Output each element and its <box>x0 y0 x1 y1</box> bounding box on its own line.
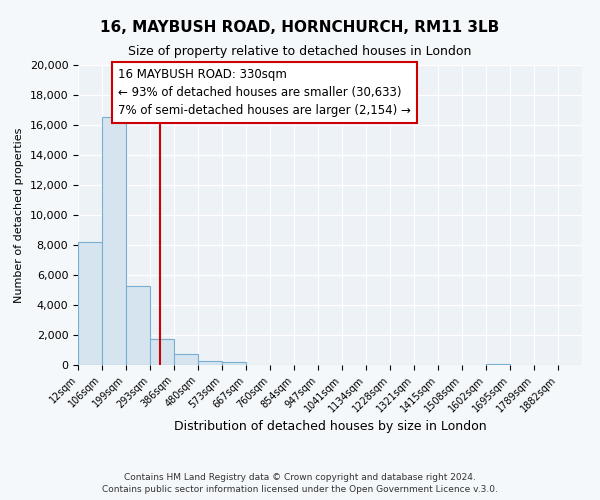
Bar <box>126 286 150 365</box>
Bar <box>174 354 198 365</box>
Text: Contains HM Land Registry data © Crown copyright and database right 2024.: Contains HM Land Registry data © Crown c… <box>124 474 476 482</box>
Text: 16, MAYBUSH ROAD, HORNCHURCH, RM11 3LB: 16, MAYBUSH ROAD, HORNCHURCH, RM11 3LB <box>100 20 500 35</box>
Text: Size of property relative to detached houses in London: Size of property relative to detached ho… <box>128 45 472 58</box>
X-axis label: Distribution of detached houses by size in London: Distribution of detached houses by size … <box>173 420 487 432</box>
Bar <box>78 242 102 365</box>
Bar <box>150 339 174 365</box>
Bar <box>486 364 510 365</box>
Text: Contains public sector information licensed under the Open Government Licence v.: Contains public sector information licen… <box>102 485 498 494</box>
Bar <box>198 361 222 365</box>
Bar <box>222 362 246 365</box>
Text: 16 MAYBUSH ROAD: 330sqm
← 93% of detached houses are smaller (30,633)
7% of semi: 16 MAYBUSH ROAD: 330sqm ← 93% of detache… <box>118 68 411 117</box>
Bar <box>102 118 126 365</box>
Y-axis label: Number of detached properties: Number of detached properties <box>14 128 24 302</box>
